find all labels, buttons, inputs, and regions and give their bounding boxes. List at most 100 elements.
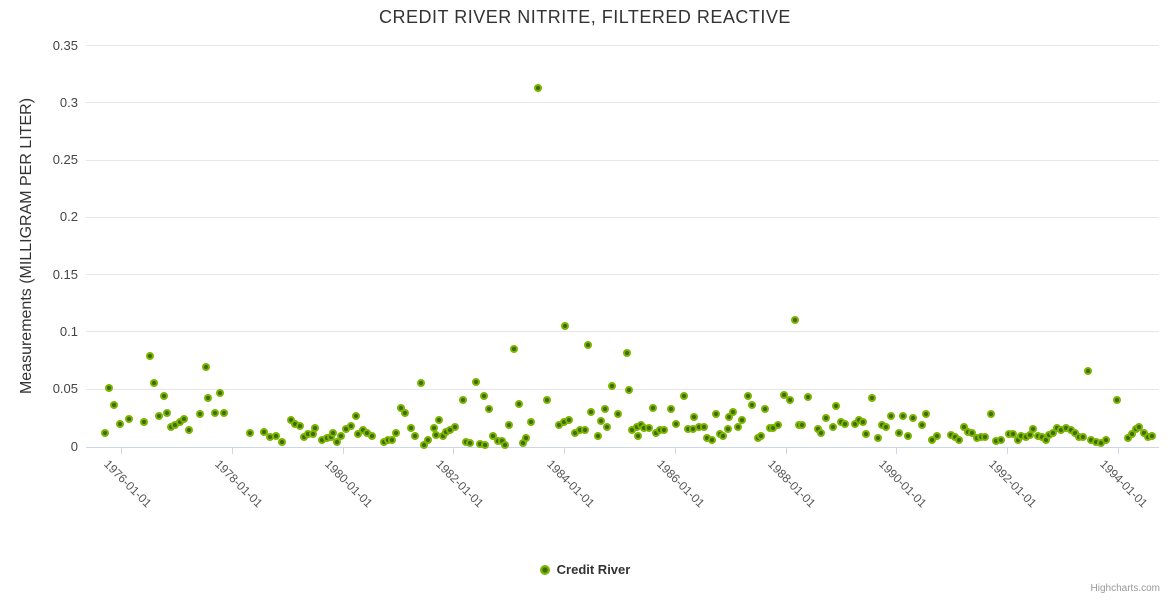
data-point[interactable] [903,432,912,441]
data-point[interactable] [300,433,309,442]
data-point[interactable] [429,424,438,433]
data-point[interactable] [954,435,963,444]
data-point[interactable] [542,395,551,404]
data-point[interactable] [987,410,996,419]
data-point[interactable] [406,424,415,433]
data-point[interactable] [446,426,455,435]
data-point[interactable] [277,437,286,446]
data-point[interactable] [632,423,641,432]
data-point[interactable] [928,435,937,444]
data-point[interactable] [260,427,269,436]
data-point[interactable] [555,420,564,429]
data-point[interactable] [729,408,738,417]
data-point[interactable] [748,401,757,410]
data-point[interactable] [851,419,860,428]
data-point[interactable] [738,416,747,425]
data-point[interactable] [593,432,602,441]
data-point[interactable] [1044,431,1053,440]
data-point[interactable] [596,417,605,426]
data-point[interactable] [515,400,524,409]
data-point[interactable] [922,410,931,419]
data-point[interactable] [769,424,778,433]
legend-item-credit-river[interactable]: Credit River [0,562,1170,577]
data-point[interactable] [773,420,782,429]
data-point[interactable] [757,432,766,441]
data-point[interactable] [894,428,903,437]
data-point[interactable] [576,426,585,435]
data-point[interactable] [909,413,918,422]
data-point[interactable] [510,345,519,354]
data-point[interactable] [116,419,125,428]
highcharts-credit-link[interactable]: Highcharts.com [1090,583,1160,594]
data-point[interactable] [145,351,154,360]
data-point[interactable] [1087,435,1096,444]
data-point[interactable] [960,423,969,432]
data-point[interactable] [859,418,868,427]
data-point[interactable] [416,379,425,388]
data-point[interactable] [329,428,338,437]
data-point[interactable] [451,423,460,432]
data-point[interactable] [822,413,831,422]
data-point[interactable] [466,439,475,448]
data-point[interactable] [311,424,320,433]
data-point[interactable] [419,441,428,450]
data-point[interactable] [1017,432,1026,441]
data-point[interactable] [651,428,660,437]
data-point[interactable] [996,435,1005,444]
data-point[interactable] [438,432,447,441]
data-point[interactable] [522,434,531,443]
data-point[interactable] [358,426,367,435]
data-point[interactable] [624,386,633,395]
data-point[interactable] [622,348,631,357]
data-point[interactable] [899,411,908,420]
data-point[interactable] [861,429,870,438]
data-point[interactable] [559,418,568,427]
data-point[interactable] [327,433,336,442]
data-point[interactable] [195,410,204,419]
data-point[interactable] [785,395,794,404]
data-point[interactable] [855,416,864,425]
data-point[interactable] [992,436,1001,445]
data-point[interactable] [798,420,807,429]
data-point[interactable] [354,429,363,438]
data-point[interactable] [644,424,653,433]
data-point[interactable] [1052,424,1061,433]
data-point[interactable] [519,439,528,448]
data-point[interactable] [295,421,304,430]
data-point[interactable] [841,419,850,428]
data-point[interactable] [1135,423,1144,432]
data-point[interactable] [628,426,637,435]
data-point[interactable] [580,426,589,435]
data-point[interactable] [571,428,580,437]
data-point[interactable] [1127,429,1136,438]
data-point[interactable] [760,404,769,413]
data-point[interactable] [441,427,450,436]
data-point[interactable] [163,409,172,418]
data-point[interactable] [432,431,441,440]
data-point[interactable] [780,390,789,399]
data-point[interactable] [1101,435,1110,444]
data-point[interactable] [1074,433,1083,442]
data-point[interactable] [887,411,896,420]
data-point[interactable] [836,418,845,427]
data-point[interactable] [184,426,193,435]
data-point[interactable] [561,322,570,331]
data-point[interactable] [396,403,405,412]
data-point[interactable] [707,435,716,444]
data-point[interactable] [308,429,317,438]
data-point[interactable] [1139,428,1148,437]
data-point[interactable] [587,408,596,417]
data-point[interactable] [584,340,593,349]
data-point[interactable] [471,378,480,387]
data-point[interactable] [649,403,658,412]
data-point[interactable] [725,412,734,421]
data-point[interactable] [1147,432,1156,441]
data-point[interactable] [702,434,711,443]
data-point[interactable] [526,418,535,427]
data-point[interactable] [684,425,693,434]
data-point[interactable] [1079,433,1088,442]
data-point[interactable] [124,415,133,423]
data-point[interactable] [176,418,185,427]
data-point[interactable] [655,426,664,435]
data-point[interactable] [695,423,704,432]
